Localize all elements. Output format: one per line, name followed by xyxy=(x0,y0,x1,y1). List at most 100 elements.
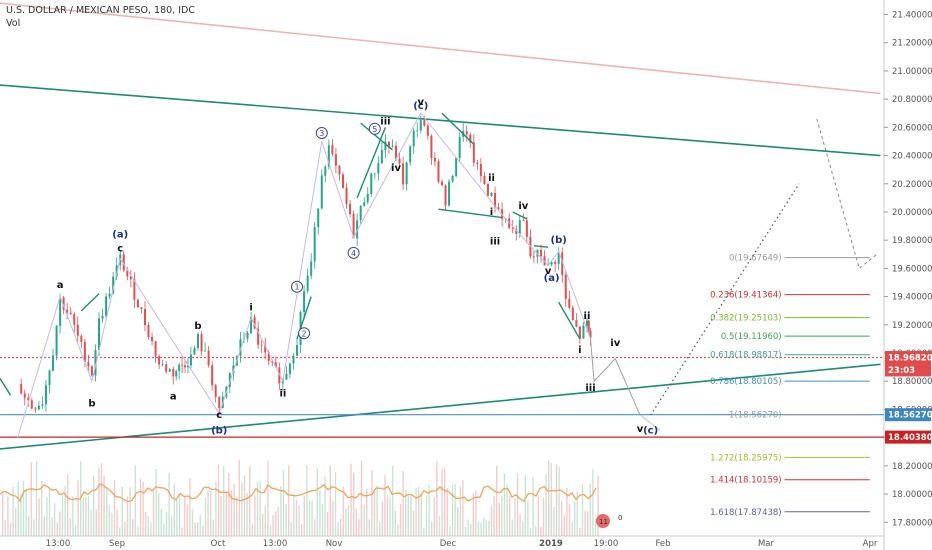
channel-line xyxy=(558,301,581,340)
volume-bar xyxy=(423,527,425,536)
volume-bar xyxy=(212,519,214,536)
fib-level-label: 0.382(19.25103) xyxy=(710,314,782,324)
wave-circle xyxy=(347,246,360,259)
volume-bar xyxy=(433,497,435,536)
volume-bar xyxy=(163,523,165,536)
channel-line xyxy=(438,208,503,219)
candle-body xyxy=(444,185,447,206)
fib-level-label: 1.618(17.87438) xyxy=(710,508,782,518)
volume-bar xyxy=(90,509,92,536)
volume-bar xyxy=(295,499,298,536)
volume-bar xyxy=(87,496,90,536)
volume-bar xyxy=(95,509,97,536)
volume-bar xyxy=(269,525,272,536)
candle-body xyxy=(557,252,560,264)
volume-bar xyxy=(290,522,292,536)
volume-bar xyxy=(412,511,415,536)
economic-event-flag xyxy=(596,514,610,528)
volume-bar xyxy=(225,493,227,536)
candle-body xyxy=(561,252,564,275)
volume-bar xyxy=(548,460,550,536)
volume-bar xyxy=(358,518,360,536)
volume-bar xyxy=(371,470,373,536)
volume-bar xyxy=(61,495,64,536)
volume-bar xyxy=(100,463,103,536)
channel-line xyxy=(0,378,12,396)
candle-body xyxy=(73,314,76,325)
candle-body xyxy=(338,165,341,175)
y-tick-label: 20.60000 xyxy=(892,123,932,133)
candle-body xyxy=(178,364,181,371)
volume-bar xyxy=(459,486,461,536)
volume-bar xyxy=(134,465,136,536)
candle-body xyxy=(327,145,330,167)
wave-circle xyxy=(315,126,328,139)
channel-line xyxy=(512,211,528,220)
volume-bar xyxy=(228,472,230,536)
candle-body xyxy=(253,317,256,329)
candle-body xyxy=(200,334,203,352)
volume-bar xyxy=(173,484,175,536)
volume-bar xyxy=(592,469,594,536)
volume-bar xyxy=(48,489,51,536)
volume-bar xyxy=(189,477,191,536)
volume-bar xyxy=(129,486,131,536)
volume-bar xyxy=(77,480,79,536)
volume-bar xyxy=(379,521,381,536)
candle-body xyxy=(363,202,366,206)
volume-bar xyxy=(256,481,259,536)
candle-body xyxy=(582,325,585,339)
candle-body xyxy=(55,325,58,356)
candle-body xyxy=(402,163,405,185)
trendline xyxy=(0,84,881,157)
candle-body xyxy=(239,339,242,356)
candle-body xyxy=(352,214,355,239)
volume-bar xyxy=(272,515,274,536)
candle-body xyxy=(391,145,394,147)
volume-bar xyxy=(345,508,347,536)
volume-bar xyxy=(298,504,300,536)
volume-bar xyxy=(12,486,14,536)
volume-bar xyxy=(366,489,368,536)
wave-label: i xyxy=(249,303,252,314)
volume-bar xyxy=(160,508,162,536)
candle-body xyxy=(433,157,436,162)
wave-label: v xyxy=(418,97,425,108)
candle-body xyxy=(30,400,33,409)
volume-bar xyxy=(431,521,433,536)
channel-line xyxy=(533,245,549,248)
volume-bar xyxy=(574,501,576,536)
volume-bar xyxy=(113,479,116,536)
candle-body xyxy=(578,326,581,339)
candle-body xyxy=(490,193,493,196)
candle-body xyxy=(101,315,104,319)
candle-body xyxy=(129,276,132,280)
fib-level-label: 0.236(19.41364) xyxy=(710,291,782,301)
volume-bar xyxy=(243,475,246,536)
x-tick-label: Sep xyxy=(109,539,125,549)
fib-level-label: 1.414(18.10159) xyxy=(710,476,782,486)
volume-bar xyxy=(477,521,480,536)
candle-body xyxy=(264,345,267,353)
candle-body xyxy=(518,220,521,234)
volume-bar xyxy=(389,497,391,536)
candle-body xyxy=(465,131,468,135)
volume-bar xyxy=(470,524,472,536)
candle-body xyxy=(419,120,422,131)
volume-bar xyxy=(124,521,126,536)
plot-area xyxy=(0,0,884,536)
volume-bar xyxy=(319,490,321,536)
price-badge-label: 18.56270 xyxy=(888,411,932,421)
x-tick-label: 13:00 xyxy=(263,539,288,549)
candle-body xyxy=(285,374,288,380)
candle-body xyxy=(98,318,101,350)
x-tick-label: 13:00 xyxy=(46,539,71,549)
volume-bar xyxy=(303,496,305,536)
candle-body xyxy=(34,408,37,410)
candle-body xyxy=(494,193,497,208)
volume-bar xyxy=(116,509,118,536)
volume-bar xyxy=(509,495,511,536)
volume-bar xyxy=(587,511,589,536)
candle-body xyxy=(345,187,348,204)
